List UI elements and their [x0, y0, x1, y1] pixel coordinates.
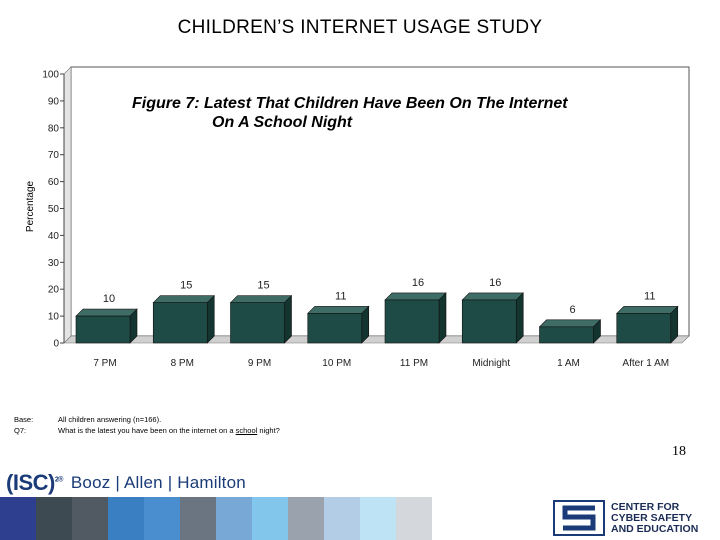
bar-chart: 0 10 20 30 40 50 60 70 80 90 100 10 7 PM 15 8 PM 15 9 P… [25, 66, 690, 369]
bar-side [438, 292, 447, 344]
y-tick-label: 30 [48, 258, 60, 269]
bar [230, 302, 285, 344]
color-strip-block [108, 497, 144, 540]
color-strip-block [324, 497, 360, 540]
color-strip-block [0, 497, 36, 540]
color-strip-block [252, 497, 288, 540]
color-strip-block [288, 497, 324, 540]
y-tick-label: 60 [48, 177, 60, 188]
bar-value-label: 11 [644, 290, 655, 302]
base-note: Base: All children answering (n=166). Q7… [14, 414, 280, 436]
page-number: 18 [672, 444, 686, 459]
x-tick-label: 10 PM [322, 358, 351, 369]
bar-side [284, 294, 292, 344]
y-tick-label: 40 [48, 231, 60, 242]
color-strip [0, 497, 432, 540]
isc2-logo-sup: 2® [54, 476, 64, 484]
y-tick-label: 50 [48, 204, 60, 215]
y-tick-label: 90 [48, 96, 60, 107]
chart-title-line-1: Figure 7: Latest That Children Have Been… [132, 95, 568, 112]
ccse-line-2: CYBER SAFETY [611, 511, 693, 524]
question-text-underlined: school [235, 426, 258, 435]
bar-value-label: 10 [103, 293, 115, 305]
x-tick-label: After 1 AM [622, 358, 669, 369]
question-text-end: night? [257, 426, 280, 435]
color-strip-block [36, 497, 72, 540]
bar [307, 313, 363, 344]
bar-top [384, 292, 447, 301]
x-tick-label: Midnight [472, 358, 510, 369]
bar [539, 326, 594, 344]
x-tick-label: 11 PM [400, 358, 428, 369]
y-tick-label: 20 [48, 285, 60, 296]
bar-side [515, 292, 524, 344]
bar-top [538, 319, 602, 328]
bar-value-label: 16 [489, 277, 501, 289]
bar [384, 299, 440, 344]
bar-value-label: 16 [412, 277, 424, 289]
ccse-line-1: CENTER FOR [611, 500, 680, 513]
plot-back-wall [70, 66, 690, 337]
x-tick-label: 9 PM [248, 358, 271, 369]
color-strip-block [360, 497, 396, 540]
color-strip-block [72, 497, 108, 540]
bar-top [307, 306, 370, 314]
y-tick-label: 0 [53, 339, 59, 350]
y-tick-label: 70 [48, 150, 60, 161]
plot-side-wall [63, 66, 72, 344]
bar-top [461, 292, 524, 301]
base-text: All children answering (n=166). [58, 415, 162, 424]
bar [152, 302, 208, 344]
bar-top [229, 295, 293, 303]
x-tick-label: 1 AM [557, 358, 580, 369]
color-strip-block [396, 497, 432, 540]
bar-top [616, 306, 679, 314]
bar-value-label: 15 [180, 280, 192, 292]
y-axis-label: Percentage [25, 180, 36, 232]
base-label: Base: [14, 415, 34, 424]
bar-top [75, 308, 138, 317]
chart-title-line-2: On A School Night [212, 114, 353, 131]
isc2-logo-text: (ISC) [6, 470, 55, 495]
color-strip-block [144, 497, 180, 540]
bar-side [206, 294, 215, 344]
y-tick-label: 10 [48, 312, 60, 323]
y-tick-label: 100 [42, 70, 59, 81]
x-tick-label: 8 PM [171, 358, 194, 369]
x-tick-label: 7 PM [93, 358, 116, 369]
bar-value-label: 15 [257, 280, 269, 292]
ccse-emblem-icon [553, 500, 605, 536]
bar-value-label: 11 [335, 290, 346, 302]
slide-title: CHILDREN’S INTERNET USAGE STUDY [177, 17, 543, 38]
bar [616, 313, 672, 344]
color-strip-block [216, 497, 252, 540]
bar-top [152, 295, 215, 303]
question-text: What is the latest you have been on the … [58, 425, 280, 436]
bar-value-label: 6 [569, 304, 575, 316]
question-text-start: What is the latest you have been on the … [58, 426, 236, 435]
booz-allen-hamilton-logo: Booz | Allen | Hamilton [70, 473, 246, 492]
ccse-logo: CENTER FOR CYBER SAFETY AND EDUCATION [553, 500, 698, 536]
question-label: Q7: [14, 426, 27, 435]
chart-title: Figure 7: Latest That Children Have Been… [132, 94, 652, 132]
bar [461, 299, 517, 344]
color-strip-block [180, 497, 216, 540]
sponsor-logos: (ISC)2® Booz | Allen | Hamilton [6, 470, 246, 496]
ccse-line-3: AND EDUCATION [611, 522, 699, 535]
bar [75, 315, 131, 344]
isc2-logo: (ISC)2® [6, 470, 63, 496]
y-tick-label: 80 [48, 123, 60, 134]
